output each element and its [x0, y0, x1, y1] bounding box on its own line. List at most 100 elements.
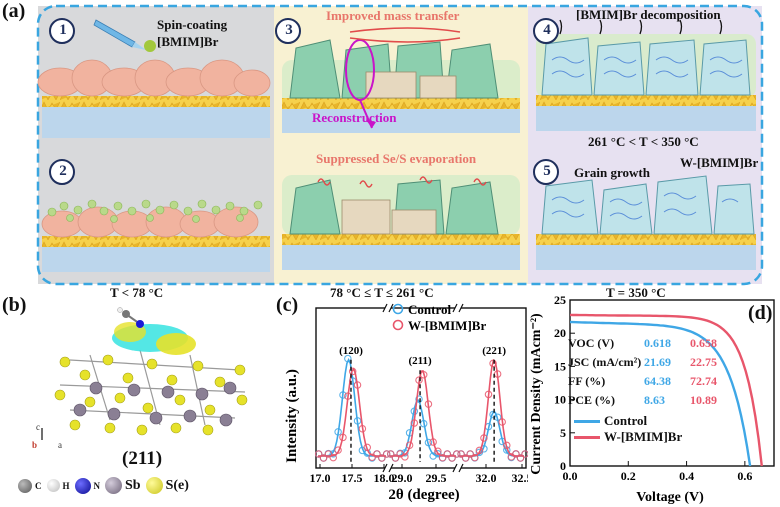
axis-a-label: a [58, 440, 62, 450]
jv-ytick: 20 [554, 326, 566, 340]
step-1-label: Spin-coating [BMIM]Br [157, 17, 228, 49]
xrd-point [344, 354, 352, 363]
xrd-point [410, 419, 419, 427]
step-3-label-mid: Reconstruction [312, 110, 397, 125]
xrd-fit-wbmim [460, 358, 524, 457]
stack-step-4 [536, 19, 756, 131]
pv-control-value: 64.38 [644, 374, 671, 388]
jv-frame [569, 299, 775, 467]
sulfur-atom-icon [145, 477, 163, 494]
atom-legend: C H N Sb S(e) [18, 477, 189, 494]
stack-step-3-top [282, 39, 520, 133]
pv-row-label: FF (%) [568, 374, 606, 388]
xrd-point [415, 376, 423, 384]
xrd-point [516, 454, 525, 462]
xrd-peak-label: (211) [408, 355, 432, 367]
xrd-point [405, 441, 414, 449]
legend-wbmim-label: W-[BMIM]Br [408, 318, 486, 333]
stack-step-3-bottom [282, 175, 520, 270]
legend-h: H [62, 480, 70, 491]
xrd-point [401, 453, 409, 461]
xrd-point [424, 400, 433, 408]
xrd-point [429, 452, 437, 460]
xrd-legend: Control W-[BMIM]Br [392, 302, 486, 333]
jv-xtick: 0.0 [563, 469, 578, 483]
xrd-point [401, 449, 409, 457]
pv-row-label: VOC (V) [568, 336, 615, 350]
panel-c-label: (c) [276, 294, 299, 316]
pv-w-value: 72.74 [690, 374, 717, 388]
jv-ytick: 25 [554, 294, 566, 307]
panel-a-label: (a) [2, 0, 26, 22]
antimony-atom-icon [105, 477, 123, 494]
pv-row-jsc: JSC (mA/cm²) 21.69 22.75 [568, 353, 717, 372]
legend-se: S(e) [165, 477, 189, 493]
xrd-point [471, 453, 479, 462]
xrd-point [386, 450, 395, 458]
pv-w-value: 0.658 [690, 336, 717, 350]
xrd-point [363, 443, 372, 452]
plane-label: (211) [122, 448, 163, 469]
step-num-text-5: 5 [543, 163, 551, 179]
xrd-chart: Intensity (a.u.) 2θ (degree) 17.0 17.5 18.… [284, 302, 529, 503]
hydrogen-atom-icon [46, 479, 60, 492]
jv-ytick: 0 [560, 459, 566, 473]
xrd-point [484, 390, 493, 399]
xrd-point [434, 447, 442, 456]
jv-ytick: 10 [554, 393, 566, 407]
xrd-point [334, 446, 342, 454]
panel-d-label: (d) [748, 302, 773, 324]
jv-xtick: 0.6 [737, 469, 752, 483]
xrd-point [391, 454, 400, 462]
step-5-label: Grain growth [574, 165, 650, 180]
xrd-point [314, 450, 323, 458]
step-num-text-3: 3 [285, 22, 293, 38]
xrd-point [457, 450, 465, 458]
dashed-frame [36, 4, 764, 286]
xrd-point [521, 450, 528, 458]
jv-ytick: 5 [560, 426, 566, 440]
xrd-point [475, 446, 484, 455]
jv-xtick: 0.4 [679, 469, 694, 483]
step-number-3 [275, 18, 301, 44]
xrd-point [466, 450, 474, 458]
xrd-xlabel: 2θ (degree) [388, 487, 459, 503]
step-number-4 [533, 18, 559, 44]
axis-triad-icon [41, 428, 43, 440]
xrd-point [353, 381, 362, 389]
xrd-point [452, 450, 461, 458]
legend-n: N [93, 480, 101, 491]
xrd-point [503, 441, 511, 450]
pv-control-value: 8.63 [644, 393, 665, 407]
adsorbed-molecule [112, 307, 196, 355]
xrd-tick-label: 18.0 [374, 471, 395, 485]
step-3-label-top: Improved mass transfer [326, 8, 460, 23]
xrd-point [448, 454, 456, 462]
xrd-point [339, 433, 347, 442]
step-3-label-bottom: Suppressed Se/S evaporation [316, 151, 477, 166]
xrd-point [438, 454, 447, 462]
step-number-1 [49, 18, 75, 44]
legend-wbmim-marker [392, 319, 404, 331]
xrd-point [373, 450, 381, 458]
jv-xtick: 0.2 [621, 469, 636, 483]
pv-w-value: 10.89 [690, 393, 717, 407]
pv-control-value: 21.69 [644, 355, 671, 369]
pv-row-ff: FF (%) 64.38 72.74 [568, 372, 717, 391]
xrd-point [419, 419, 428, 428]
step-5-label2: W-[BMIM]Br [680, 155, 759, 170]
jv-chart: Current Density (mAcm⁻²) Voltage (V) 0 5 1… [529, 294, 775, 505]
xrd-fit-control [390, 398, 456, 457]
xrd-tick-label: 32.5 [512, 471, 529, 485]
xrd-point [480, 434, 488, 442]
xrd-point [339, 391, 347, 399]
xrd-point [353, 417, 362, 425]
xrd-point [424, 438, 433, 447]
mass-transfer-arrows-icon [349, 27, 461, 43]
stack-step-1 [37, 19, 271, 138]
pv-row-pce: PCE (%) 8.63 10.89 [568, 391, 717, 410]
crystal-structure [41, 307, 248, 440]
legend-wbmim-text: W-[BMIM]Br [604, 429, 683, 444]
legend-wbmim-line [574, 435, 600, 439]
